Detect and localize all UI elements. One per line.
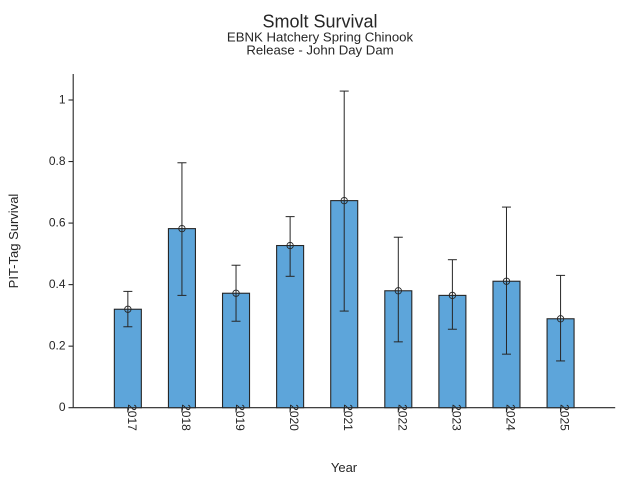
svg-text:PIT-Tag Survival: PIT-Tag Survival <box>6 194 21 289</box>
svg-text:2017: 2017 <box>125 404 139 431</box>
svg-text:0.6: 0.6 <box>49 216 66 230</box>
svg-text:2023: 2023 <box>449 404 463 431</box>
svg-text:2021: 2021 <box>341 404 355 431</box>
svg-text:2024: 2024 <box>503 404 517 431</box>
svg-text:2020: 2020 <box>287 404 301 431</box>
svg-text:0: 0 <box>59 400 66 414</box>
svg-text:Smolt Survival: Smolt Survival <box>262 12 377 32</box>
svg-text:0.2: 0.2 <box>49 339 66 353</box>
svg-text:2022: 2022 <box>395 404 409 431</box>
svg-text:Release - John Day Dam: Release - John Day Dam <box>246 43 393 58</box>
svg-text:2018: 2018 <box>179 404 193 431</box>
svg-text:2025: 2025 <box>558 404 572 431</box>
svg-text:2019: 2019 <box>233 404 247 431</box>
svg-text:Year: Year <box>331 460 358 475</box>
svg-text:1: 1 <box>59 93 66 107</box>
svg-text:0.4: 0.4 <box>49 277 66 291</box>
svg-text:0.8: 0.8 <box>49 154 66 168</box>
